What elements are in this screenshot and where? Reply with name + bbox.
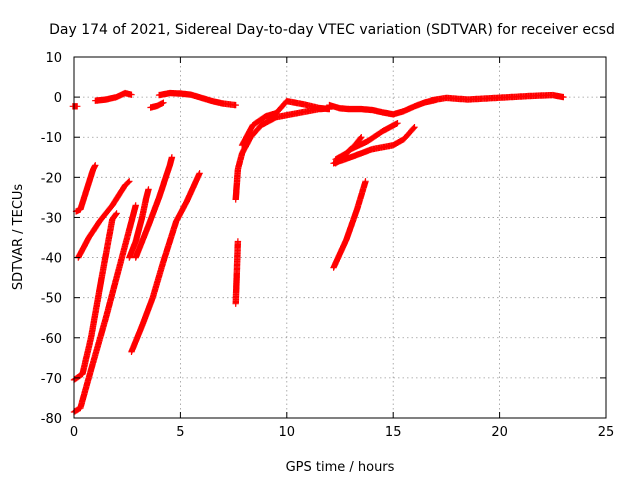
y-tick-label: 0 xyxy=(54,91,62,106)
y-tick-label: -50 xyxy=(41,292,62,307)
data-series-arc-16 xyxy=(428,91,567,104)
x-tick-label: 0 xyxy=(70,425,78,440)
y-tick-label: -40 xyxy=(41,252,62,267)
x-axis-title: GPS time / hours xyxy=(286,460,395,475)
data-series-arc-12 xyxy=(126,186,152,261)
data-series-arc-20 xyxy=(330,178,369,271)
data-series-arc-19 xyxy=(332,134,365,163)
data-points xyxy=(326,96,439,118)
data-series-arc-15 xyxy=(326,96,439,118)
data-points xyxy=(126,186,152,261)
data-points xyxy=(232,105,333,203)
data-series-arc-2 xyxy=(92,89,135,104)
data-points xyxy=(428,91,567,104)
data-series-arc-6 xyxy=(238,97,333,149)
data-series-arc-7 xyxy=(232,238,242,307)
y-tick-label: -80 xyxy=(41,412,62,427)
y-tick-label: -60 xyxy=(41,332,62,347)
data-points xyxy=(332,134,365,163)
x-tick-label: 20 xyxy=(491,425,508,440)
y-tick-label: 10 xyxy=(45,51,62,66)
grid-lines xyxy=(74,57,606,418)
y-tick-label: -30 xyxy=(41,211,62,226)
data-series xyxy=(69,89,567,416)
x-tick-label: 10 xyxy=(279,425,296,440)
data-points xyxy=(128,170,203,355)
y-tick-label: -70 xyxy=(41,372,62,387)
tick-labels: 0 5 10 15 20 25 10 0 -10 -20 -30 -40 -50 -60 -70 -80 xyxy=(41,51,615,440)
x-tick-label: 15 xyxy=(385,425,402,440)
data-points xyxy=(155,89,239,109)
data-series-arc-14 xyxy=(132,154,176,261)
y-tick-label: -10 xyxy=(41,131,62,146)
data-points xyxy=(72,162,99,215)
data-series-arc-8 xyxy=(72,162,99,215)
data-series-arc-13 xyxy=(128,170,203,355)
data-points xyxy=(232,238,242,307)
data-series-arc-5 xyxy=(232,105,333,203)
plot-frame xyxy=(73,56,607,419)
data-series-arc-3 xyxy=(147,99,167,111)
x-tick-label: 5 xyxy=(176,425,184,440)
y-axis-title: SDTVAR / TECUs xyxy=(11,184,26,291)
data-points xyxy=(330,178,369,271)
chart-title: Day 174 of 2021, Sidereal Day-to-day VTE… xyxy=(49,22,615,38)
data-points xyxy=(238,97,333,149)
data-points xyxy=(132,154,176,261)
data-points xyxy=(92,89,135,104)
axis-ticks xyxy=(73,56,607,419)
x-tick-label: 25 xyxy=(598,425,615,440)
y-tick-label: -20 xyxy=(41,171,62,186)
data-points xyxy=(147,99,167,111)
data-series-arc-4 xyxy=(155,89,239,109)
